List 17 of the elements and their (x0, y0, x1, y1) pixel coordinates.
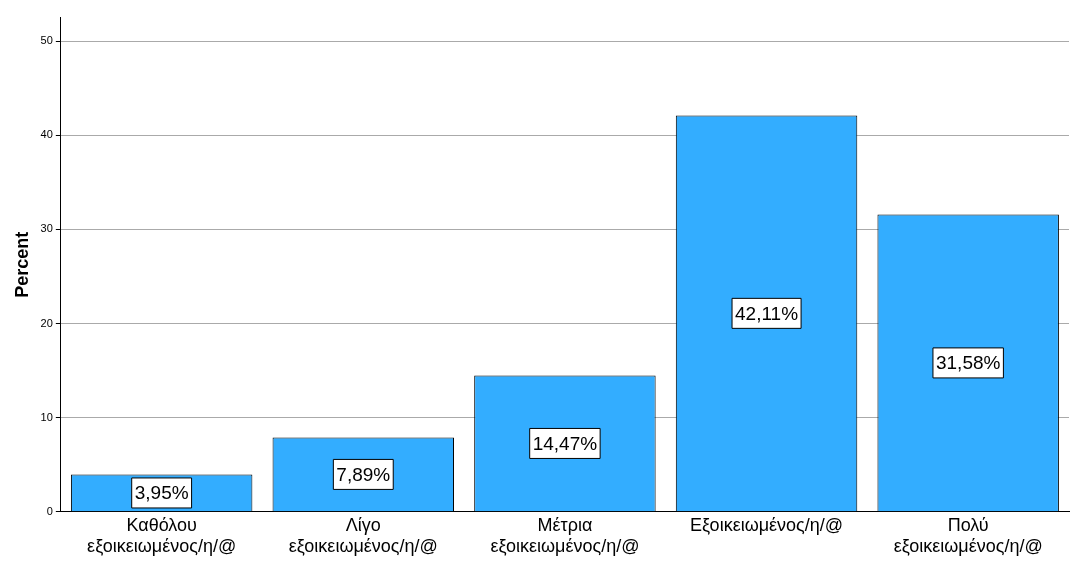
data-label: 31,58% (935, 352, 1001, 374)
x-tick-label: Καθόλου εξοικειωμένος/η/@ (87, 514, 237, 557)
data-label: 42,11% (735, 302, 799, 324)
y-tick-label: 30 (40, 222, 53, 235)
data-label: 14,47% (532, 432, 598, 454)
y-tick-label: 40 (40, 128, 53, 141)
y-tick-label: 10 (40, 410, 53, 423)
y-tick-label: 20 (40, 316, 53, 329)
x-tick-label: Λίγο εξοικειωμένος/η/@ (288, 514, 438, 557)
x-tick-label: Μέτρια εξοικειωμένος/η/@ (490, 514, 640, 557)
y-tick-label: 0 (46, 504, 53, 517)
data-label: 7,89% (336, 463, 391, 485)
y-axis-title: Percent (11, 231, 32, 298)
y-tick-label: 50 (40, 34, 53, 47)
x-tick-label: Εξοικειωμένος/η/@ (690, 514, 844, 535)
x-tick-label: Πολύ εξοικειωμένος/η/@ (893, 514, 1043, 557)
data-label: 3,95% (134, 482, 189, 504)
